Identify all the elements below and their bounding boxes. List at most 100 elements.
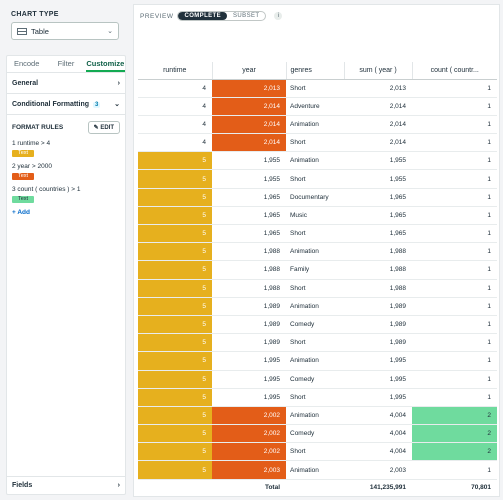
- cell-count-countries: 1: [412, 97, 497, 116]
- cell-sum-year: 2,014: [344, 115, 412, 135]
- cell-genres: Animation: [286, 151, 344, 171]
- cell-runtime: 5: [138, 333, 212, 353]
- cell-count-countries: 1: [412, 297, 497, 316]
- cell-count-countries: 1: [412, 206, 497, 226]
- cell-count-countries: 1: [412, 115, 497, 135]
- cell-count-countries: 1: [412, 242, 497, 262]
- data-table: runtime year genres sum ( year ) count (…: [138, 62, 497, 497]
- table-row: 5 1,965 Music 1,965 1: [138, 206, 497, 226]
- section-conditional-formatting[interactable]: Conditional Formatting 3 ⌄: [7, 94, 125, 115]
- table-row: 5 1,989 Animation 1,989 1: [138, 297, 497, 316]
- tab-customize[interactable]: Customize: [85, 56, 125, 72]
- table-row: 5 1,995 Short 1,995 1: [138, 388, 497, 407]
- cell-year: 1,989: [212, 333, 286, 353]
- rule-swatch: Text: [12, 173, 35, 180]
- column-header-runtime[interactable]: runtime: [138, 62, 212, 80]
- cell-sum-year: 1,955: [344, 169, 412, 189]
- preview-bar: PREVIEW COMPLETE SUBSET i: [140, 11, 283, 21]
- cell-year: 2,013: [212, 79, 286, 98]
- cell-runtime: 4: [138, 79, 212, 98]
- cell-sum-year: 1,988: [344, 260, 412, 280]
- edit-button-label: EDIT: [100, 125, 114, 131]
- chart-type-value: Table: [31, 26, 49, 36]
- column-header-genres[interactable]: genres: [285, 62, 344, 80]
- cell-sum-year: 1,995: [344, 370, 412, 389]
- table-icon: [17, 27, 27, 35]
- cell-sum-year: 2,013: [344, 79, 412, 98]
- cell-genres: Short: [286, 279, 344, 298]
- format-rule[interactable]: 2 year > 2000 Text: [12, 163, 120, 180]
- table-row: 4 2,014 Short 2,014 1: [138, 133, 497, 153]
- cell-count-countries: 2: [412, 406, 497, 426]
- format-rule[interactable]: 1 runtime > 4 Text: [12, 140, 120, 157]
- cell-year: 2,014: [212, 133, 286, 153]
- table-body: 4 2,013 Short 2,013 1 4 2,014 Adventure 2,014 1 4 2…: [138, 79, 497, 497]
- cell-year: 1,965: [212, 188, 286, 207]
- cell-count-countries: 1: [412, 279, 497, 298]
- cell-genres: Music: [286, 206, 344, 226]
- cell-count-countries: 1: [412, 260, 497, 280]
- chart-type-select[interactable]: Table ⌄: [11, 22, 119, 40]
- tab-filter[interactable]: Filter: [57, 59, 75, 68]
- column-header-year[interactable]: year: [211, 62, 286, 80]
- cell-year: 1,955: [212, 151, 286, 171]
- cell-count-countries: 1: [412, 169, 497, 189]
- cell-runtime: 5: [138, 388, 212, 407]
- cell-count-countries: 1: [412, 79, 497, 98]
- cell-genres: Comedy: [286, 315, 344, 335]
- section-general[interactable]: General ›: [7, 73, 125, 94]
- table-row: 5 1,955 Animation 1,955 1: [138, 151, 497, 171]
- cell-runtime: 5: [138, 260, 212, 280]
- cell-year: 1,955: [212, 169, 286, 189]
- info-icon[interactable]: i: [274, 12, 283, 20]
- table-row: 5 1,965 Short 1,965 1: [138, 224, 497, 244]
- table-row: 5 2,002 Comedy 4,004 2: [138, 424, 497, 444]
- complete-toggle[interactable]: COMPLETE: [178, 12, 228, 20]
- total-count: 70,801: [412, 478, 497, 497]
- cell-runtime: 5: [138, 242, 212, 262]
- cell-year: 2,003: [212, 460, 286, 480]
- format-rules: FORMAT RULES ✎ EDIT 1 runtime > 4 Text 2…: [7, 115, 125, 222]
- cell-runtime: 5: [138, 206, 212, 226]
- cell-count-countries: 1: [412, 188, 497, 207]
- add-rule-link[interactable]: + Add: [12, 209, 30, 216]
- column-header-count-countries[interactable]: count ( countr...: [411, 62, 497, 80]
- table-row: 5 2,003 Animation 2,003 1: [138, 460, 497, 480]
- cell-genres: Documentary: [286, 188, 344, 207]
- section-fields[interactable]: Fields ›: [7, 476, 125, 494]
- cell-sum-year: 1,989: [344, 333, 412, 353]
- cell-genres: Family: [286, 260, 344, 280]
- total-spacer: [286, 478, 344, 497]
- chevron-down-icon: ⌄: [114, 101, 120, 108]
- column-header-sum-year[interactable]: sum ( year ): [343, 62, 412, 80]
- cell-sum-year: 1,995: [344, 351, 412, 371]
- format-rules-title: FORMAT RULES: [12, 124, 64, 131]
- chevron-right-icon: ›: [117, 79, 120, 87]
- subset-toggle[interactable]: SUBSET: [233, 13, 260, 19]
- cell-genres: Animation: [286, 297, 344, 316]
- table-row: 4 2,013 Short 2,013 1: [138, 79, 497, 98]
- total-row: Total 141,235,991 70,801: [138, 478, 497, 497]
- rule-condition: 1 runtime > 4: [12, 140, 51, 147]
- cell-genres: Short: [286, 79, 344, 98]
- table-row: 5 1,988 Short 1,988 1: [138, 279, 497, 298]
- cell-genres: Animation: [286, 406, 344, 426]
- cell-count-countries: 1: [412, 370, 497, 389]
- cell-runtime: 5: [138, 297, 212, 316]
- cell-sum-year: 4,004: [344, 424, 412, 444]
- cell-year: 1,988: [212, 242, 286, 262]
- cell-runtime: 5: [138, 188, 212, 207]
- cell-runtime: 5: [138, 224, 212, 244]
- cell-year: 2,002: [212, 406, 286, 426]
- cell-sum-year: 1,988: [344, 242, 412, 262]
- section-cf-title: Conditional Formatting 3: [12, 100, 101, 108]
- cell-runtime: 5: [138, 151, 212, 171]
- cell-year: 1,965: [212, 224, 286, 244]
- tab-encode[interactable]: Encode: [13, 59, 40, 68]
- format-rule[interactable]: 3 count ( countries ) > 1 Text: [12, 186, 120, 203]
- table-row: 5 2,002 Short 4,004 2: [138, 442, 497, 462]
- table-row: 5 1,995 Animation 1,995 1: [138, 351, 497, 371]
- edit-button[interactable]: ✎ EDIT: [87, 121, 120, 134]
- cell-runtime: 5: [138, 424, 212, 444]
- section-cf-label: Conditional Formatting: [12, 100, 89, 108]
